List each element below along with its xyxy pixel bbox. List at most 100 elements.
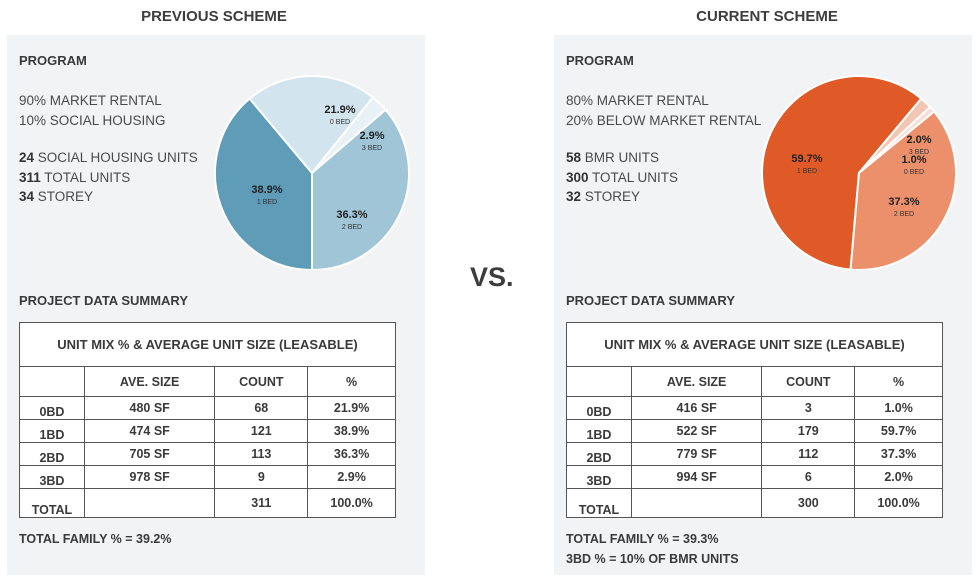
table-row: 0BD 416 SF 3 1.0% bbox=[566, 396, 943, 420]
table-cell: 1BD bbox=[19, 419, 85, 443]
table-cell: 311 bbox=[214, 488, 309, 518]
table-row: 3BD 994 SF 6 2.0% bbox=[566, 465, 943, 489]
table-row: 2BD 705 SF 113 36.3% bbox=[19, 442, 396, 466]
table-cell: 121 bbox=[214, 419, 309, 443]
table-cell: 474 SF bbox=[83, 419, 216, 443]
table-cell: 2.0% bbox=[854, 465, 943, 489]
column-header: % bbox=[307, 366, 396, 397]
footnote: TOTAL FAMILY % = 39.2% bbox=[19, 532, 172, 546]
table-cell: 38.9% bbox=[307, 419, 396, 443]
table-cell: 37.3% bbox=[854, 442, 943, 466]
pie-slice-2-bed bbox=[849, 110, 957, 270]
table-cell: 36.3% bbox=[307, 442, 396, 466]
pie-category-label: 3 BED bbox=[909, 149, 929, 156]
pie-category-label: 2 BED bbox=[894, 211, 914, 218]
pie-value-label: 37.3% bbox=[888, 196, 919, 208]
table-cell: 1.0% bbox=[854, 396, 943, 420]
previous-scheme-panel: PROGRAM 90% MARKET RENTAL 10% SOCIAL HOU… bbox=[7, 35, 425, 575]
column-header: AVE. SIZE bbox=[630, 366, 763, 397]
pie-value-label: 21.9% bbox=[324, 104, 355, 116]
pie-category-label: 1 BED bbox=[257, 199, 277, 206]
current-scheme-panel: PROGRAM 80% MARKET RENTAL 20% BELOW MARK… bbox=[554, 35, 972, 575]
table-cell: 3BD bbox=[19, 465, 85, 489]
table-caption: UNIT MIX % & AVERAGE UNIT SIZE (LEASABLE… bbox=[19, 322, 396, 367]
program-stat: 34 STOREY bbox=[19, 189, 94, 204]
column-header bbox=[19, 366, 85, 397]
program-mix: 80% MARKET RENTAL 20% BELOW MARKET RENTA… bbox=[566, 91, 761, 130]
pie-value-label: 2.0% bbox=[906, 134, 931, 146]
table-cell: 0BD bbox=[19, 396, 85, 420]
table-cell: 779 SF bbox=[630, 442, 763, 466]
column-header: % bbox=[854, 366, 943, 397]
pie-slice-0-bed bbox=[248, 75, 375, 175]
program-line: 80% MARKET RENTAL bbox=[566, 93, 709, 108]
table-cell: 179 bbox=[761, 419, 856, 443]
table-cell bbox=[83, 488, 216, 518]
table-cell: 2BD bbox=[19, 442, 85, 466]
unit-mix-table: UNIT MIX % & AVERAGE UNIT SIZE (LEASABLE… bbox=[566, 322, 943, 518]
table-cell: 112 bbox=[761, 442, 856, 466]
table-caption: UNIT MIX % & AVERAGE UNIT SIZE (LEASABLE… bbox=[566, 322, 943, 367]
footnote: 3BD % = 10% OF BMR UNITS bbox=[566, 552, 739, 566]
table-cell: 994 SF bbox=[630, 465, 763, 489]
program-line: 20% BELOW MARKET RENTAL bbox=[566, 112, 762, 128]
table-row: 1BD 474 SF 121 38.9% bbox=[19, 419, 396, 443]
table-cell: 6 bbox=[761, 465, 856, 489]
pie-category-label: 1 BED bbox=[797, 168, 817, 175]
vs-label: VS. bbox=[470, 262, 514, 292]
program-stat: 24 SOCIAL HOUSING UNITS bbox=[19, 150, 198, 165]
table-cell: 9 bbox=[214, 465, 309, 489]
pie-slice-1-bed bbox=[761, 75, 923, 270]
pie-category-label: 2 BED bbox=[342, 224, 362, 231]
table-cell: 705 SF bbox=[83, 442, 216, 466]
table-cell: 2BD bbox=[566, 442, 632, 466]
table-cell bbox=[630, 488, 763, 518]
column-header: COUNT bbox=[214, 366, 309, 397]
pie-category-label: 0 BED bbox=[330, 119, 350, 126]
program-stat: 311 TOTAL UNITS bbox=[19, 169, 131, 185]
program-stat: 300 TOTAL UNITS bbox=[566, 169, 679, 185]
table-cell: 113 bbox=[214, 442, 309, 466]
pie-value-label: 2.9% bbox=[359, 130, 384, 142]
program-stats: 24 SOCIAL HOUSING UNITS 311 TOTAL UNITS 34… bbox=[19, 148, 198, 207]
program-mix: 90% MARKET RENTAL 10% SOCIAL HOUSING bbox=[19, 91, 166, 130]
table-cell: 2.9% bbox=[307, 465, 396, 489]
pie-value-label: 59.7% bbox=[791, 153, 822, 165]
column-header: AVE. SIZE bbox=[83, 366, 216, 397]
program-heading: PROGRAM bbox=[19, 53, 87, 68]
table-cell: 68 bbox=[214, 396, 309, 420]
table-row: 1BD 522 SF 179 59.7% bbox=[566, 419, 943, 443]
pie-slice-2-bed bbox=[311, 108, 410, 270]
pie-category-label: 3 BED bbox=[362, 145, 382, 152]
table-cell: 100.0% bbox=[307, 488, 396, 518]
pie-value-label: 38.9% bbox=[251, 184, 282, 196]
program-stat: 58 BMR UNITS bbox=[566, 150, 660, 165]
program-stat: 32 STOREY bbox=[566, 189, 641, 204]
table-row: 3BD 978 SF 9 2.9% bbox=[19, 465, 396, 489]
current-scheme-title: CURRENT SCHEME bbox=[696, 8, 838, 25]
table-cell: 300 bbox=[761, 488, 856, 518]
pie-value-label: 36.3% bbox=[336, 209, 367, 221]
table-row: TOTAL 300 100.0% bbox=[566, 488, 943, 518]
table-cell: 3 bbox=[761, 396, 856, 420]
table-cell: 0BD bbox=[566, 396, 632, 420]
table-cell: 1BD bbox=[566, 419, 632, 443]
program-heading: PROGRAM bbox=[566, 53, 634, 68]
table-cell: 522 SF bbox=[630, 419, 763, 443]
table-cell: 480 SF bbox=[83, 396, 216, 420]
summary-heading: PROJECT DATA SUMMARY bbox=[566, 293, 735, 308]
table-cell: 21.9% bbox=[307, 396, 396, 420]
column-header bbox=[566, 366, 632, 397]
program-line: 90% MARKET RENTAL bbox=[19, 93, 162, 108]
previous-scheme-title: PREVIOUS SCHEME bbox=[141, 8, 287, 25]
footnote: TOTAL FAMILY % = 39.3% bbox=[566, 532, 719, 546]
table-cell: 978 SF bbox=[83, 465, 216, 489]
pie-value-label: 1.0% bbox=[901, 154, 926, 166]
table-cell: 3BD bbox=[566, 465, 632, 489]
table-row: 2BD 779 SF 112 37.3% bbox=[566, 442, 943, 466]
table-row: 0BD 480 SF 68 21.9% bbox=[19, 396, 396, 420]
column-header: COUNT bbox=[761, 366, 856, 397]
program-line: 10% SOCIAL HOUSING bbox=[19, 112, 166, 128]
table-cell: 416 SF bbox=[630, 396, 763, 420]
